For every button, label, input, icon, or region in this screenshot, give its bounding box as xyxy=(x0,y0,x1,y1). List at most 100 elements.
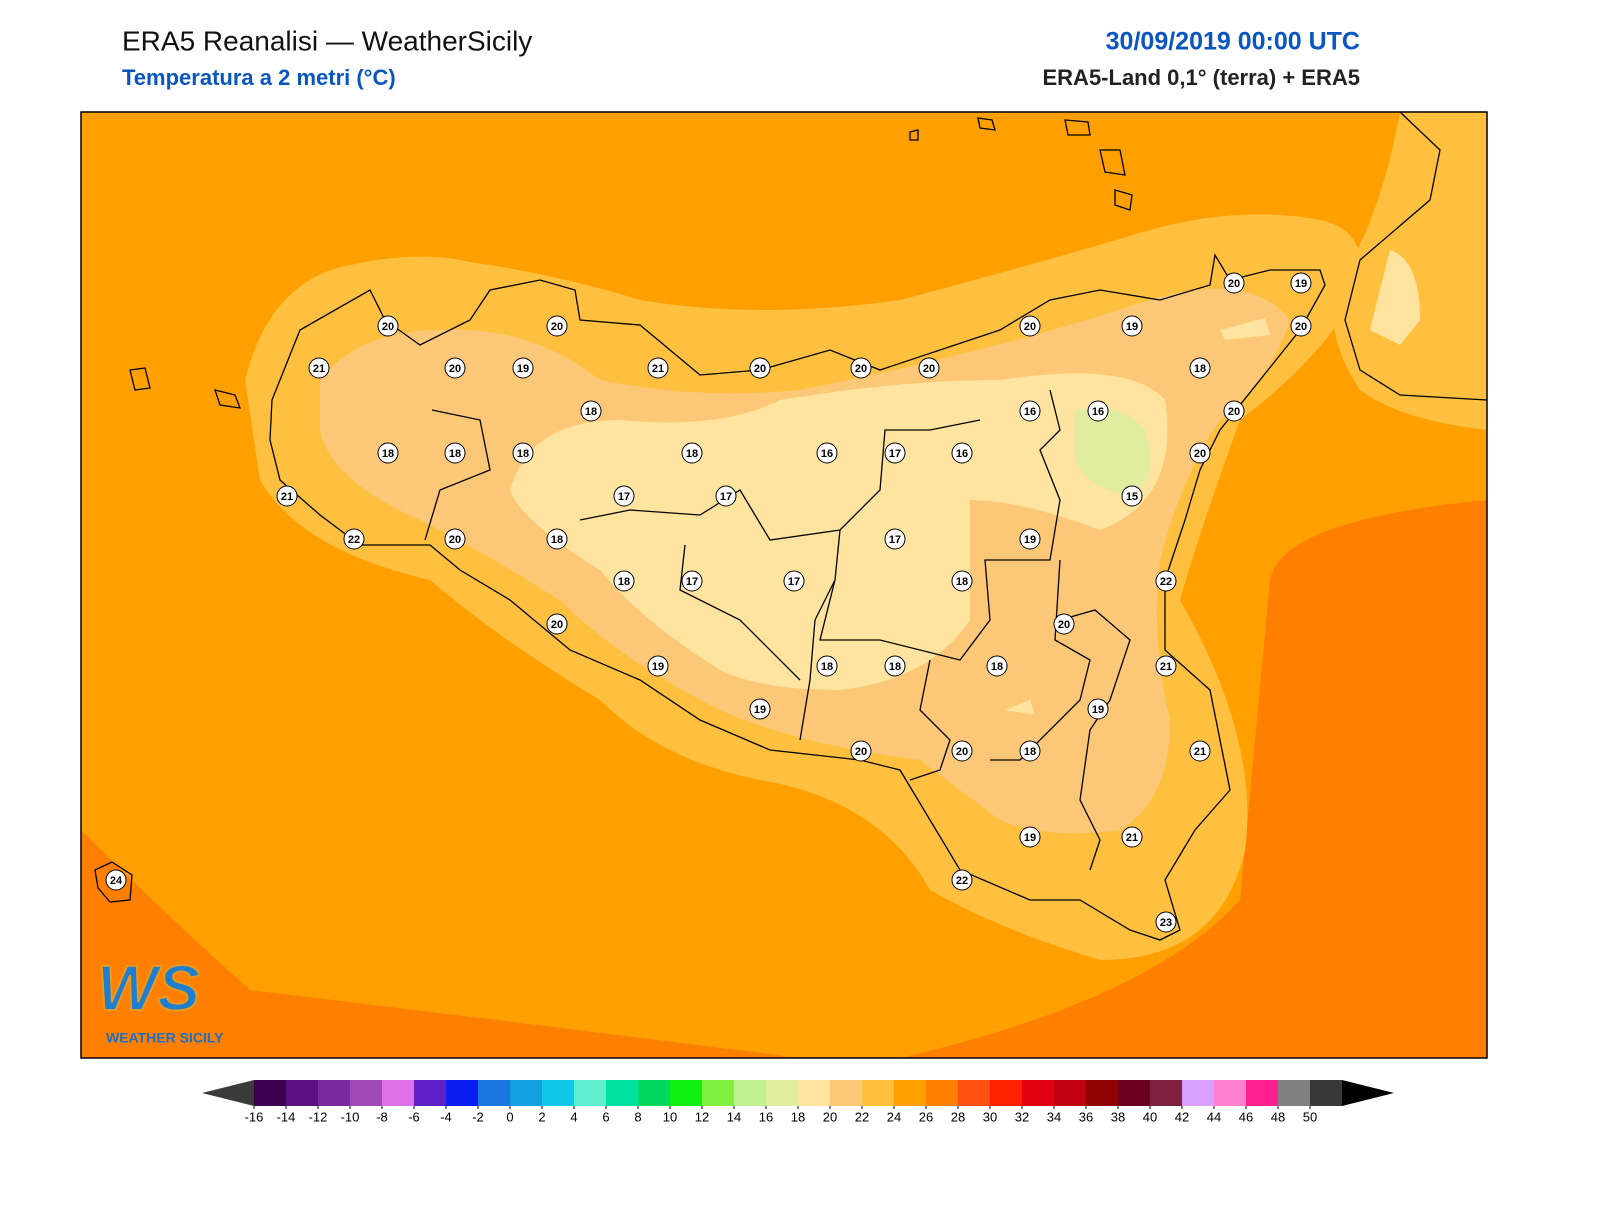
station-marker xyxy=(681,570,703,592)
colorbar-bin xyxy=(478,1080,511,1106)
colorbar-bin xyxy=(446,1080,479,1106)
station-value: 22 xyxy=(956,875,968,887)
colorbar-bin xyxy=(638,1080,671,1106)
colorbar-label: -16 xyxy=(245,1109,264,1124)
station-marker xyxy=(884,442,906,464)
station-marker xyxy=(850,740,872,762)
station-marker xyxy=(816,655,838,677)
warm-area xyxy=(81,830,800,1058)
station-marker xyxy=(276,485,298,507)
station-marker xyxy=(1019,528,1041,550)
colorbar-label: 40 xyxy=(1143,1109,1157,1124)
colorbar-bin xyxy=(254,1080,287,1106)
station-value: 19 xyxy=(652,661,664,673)
station-marker xyxy=(444,442,466,464)
colorbar-bin xyxy=(1022,1080,1055,1106)
colorbar-label: 34 xyxy=(1047,1109,1061,1124)
colorbar-label: -8 xyxy=(376,1109,388,1124)
station-value: 20 xyxy=(1295,321,1307,333)
colorbar-label: 30 xyxy=(983,1109,997,1124)
colorbar-bin xyxy=(798,1080,831,1106)
calabria-field xyxy=(1370,250,1420,345)
station-value: 20 xyxy=(1228,406,1240,418)
colorbar-bin xyxy=(958,1080,991,1106)
temp-area xyxy=(510,373,1168,690)
colorbar-label: 4 xyxy=(570,1109,577,1124)
map: 20 20 21 20 19 21 20 20 20 18 18 18 18 18 16 17 16 21 17 17… xyxy=(81,112,1487,1058)
colorbar-bin xyxy=(382,1080,415,1106)
station-marker xyxy=(783,570,805,592)
station-marker xyxy=(1223,400,1245,422)
station-value: 18 xyxy=(585,406,597,418)
station-value: 16 xyxy=(1092,406,1104,418)
station-value: 20 xyxy=(382,321,394,333)
title: ERA5 Reanalisi — WeatherSicily xyxy=(122,25,532,56)
station-marker xyxy=(546,613,568,635)
colorbar-label: 36 xyxy=(1079,1109,1093,1124)
station-marker xyxy=(613,485,635,507)
colorbar-bin xyxy=(1150,1080,1183,1106)
colorbar-bin xyxy=(1310,1080,1343,1106)
colorbar-label: 0 xyxy=(506,1109,513,1124)
station-value: 20 xyxy=(754,363,766,375)
station-marker xyxy=(951,442,973,464)
colorbar-bin xyxy=(734,1080,767,1106)
station-value: 21 xyxy=(652,363,664,375)
station-value: 17 xyxy=(686,576,698,588)
station-value: 20 xyxy=(449,363,461,375)
colorbar-bin xyxy=(1278,1080,1311,1106)
colorbar-label: 22 xyxy=(855,1109,869,1124)
station-value: 18 xyxy=(618,576,630,588)
station-marker xyxy=(512,442,534,464)
station-marker xyxy=(1019,400,1041,422)
station-value: 16 xyxy=(821,448,833,460)
station-marker xyxy=(377,442,399,464)
station-value: 18 xyxy=(1194,363,1206,375)
station-value: 22 xyxy=(348,534,360,546)
station-value: 18 xyxy=(1024,746,1036,758)
station-marker xyxy=(1290,272,1312,294)
colorbar-label: 12 xyxy=(695,1109,709,1124)
station-marker xyxy=(546,315,568,337)
colorbar-label: 18 xyxy=(791,1109,805,1124)
colorbar-label: -6 xyxy=(408,1109,420,1124)
station-marker xyxy=(580,400,602,422)
colorbar-label: 16 xyxy=(759,1109,773,1124)
station-value: 20 xyxy=(923,363,935,375)
colorbar-bin xyxy=(542,1080,575,1106)
map-frame xyxy=(80,111,1488,1059)
station-marker xyxy=(850,357,872,379)
colorbar-label: 38 xyxy=(1111,1109,1125,1124)
colorbar-over xyxy=(1342,1080,1394,1106)
station-marker xyxy=(1019,826,1041,848)
station-marker xyxy=(377,315,399,337)
station-marker xyxy=(1155,911,1177,933)
colorbar-label: 26 xyxy=(919,1109,933,1124)
station-marker xyxy=(1155,655,1177,677)
station-marker xyxy=(986,655,1008,677)
colorbar-bin xyxy=(1182,1080,1215,1106)
colorbar-label: 42 xyxy=(1175,1109,1189,1124)
colorbar-bin xyxy=(830,1080,863,1106)
station-marker xyxy=(1189,357,1211,379)
colorbar-bin xyxy=(414,1080,447,1106)
station-value: 20 xyxy=(1024,321,1036,333)
colorbar-label: 8 xyxy=(634,1109,641,1124)
station-value: 18 xyxy=(821,661,833,673)
station-marker xyxy=(647,357,669,379)
source: ERA5-Land 0,1° (terra) + ERA5 xyxy=(1043,65,1361,90)
colorbar-label: 48 xyxy=(1271,1109,1285,1124)
colorbar: -16 -14 -12 -10 -8 -6 -4 -2 0 2 4 6 8 10 12 14 16 18 20 22 2… xyxy=(202,1080,1394,1124)
station-value: 17 xyxy=(618,491,630,503)
station-value: 16 xyxy=(956,448,968,460)
colorbar-label: 6 xyxy=(602,1109,609,1124)
station-marker xyxy=(1189,740,1211,762)
station-value: 20 xyxy=(449,534,461,546)
station-marker xyxy=(1087,400,1109,422)
station-value: 16 xyxy=(1024,406,1036,418)
station-value: 19 xyxy=(754,704,766,716)
station-value: 17 xyxy=(788,576,800,588)
station-value: 18 xyxy=(382,448,394,460)
station-value: 18 xyxy=(517,448,529,460)
